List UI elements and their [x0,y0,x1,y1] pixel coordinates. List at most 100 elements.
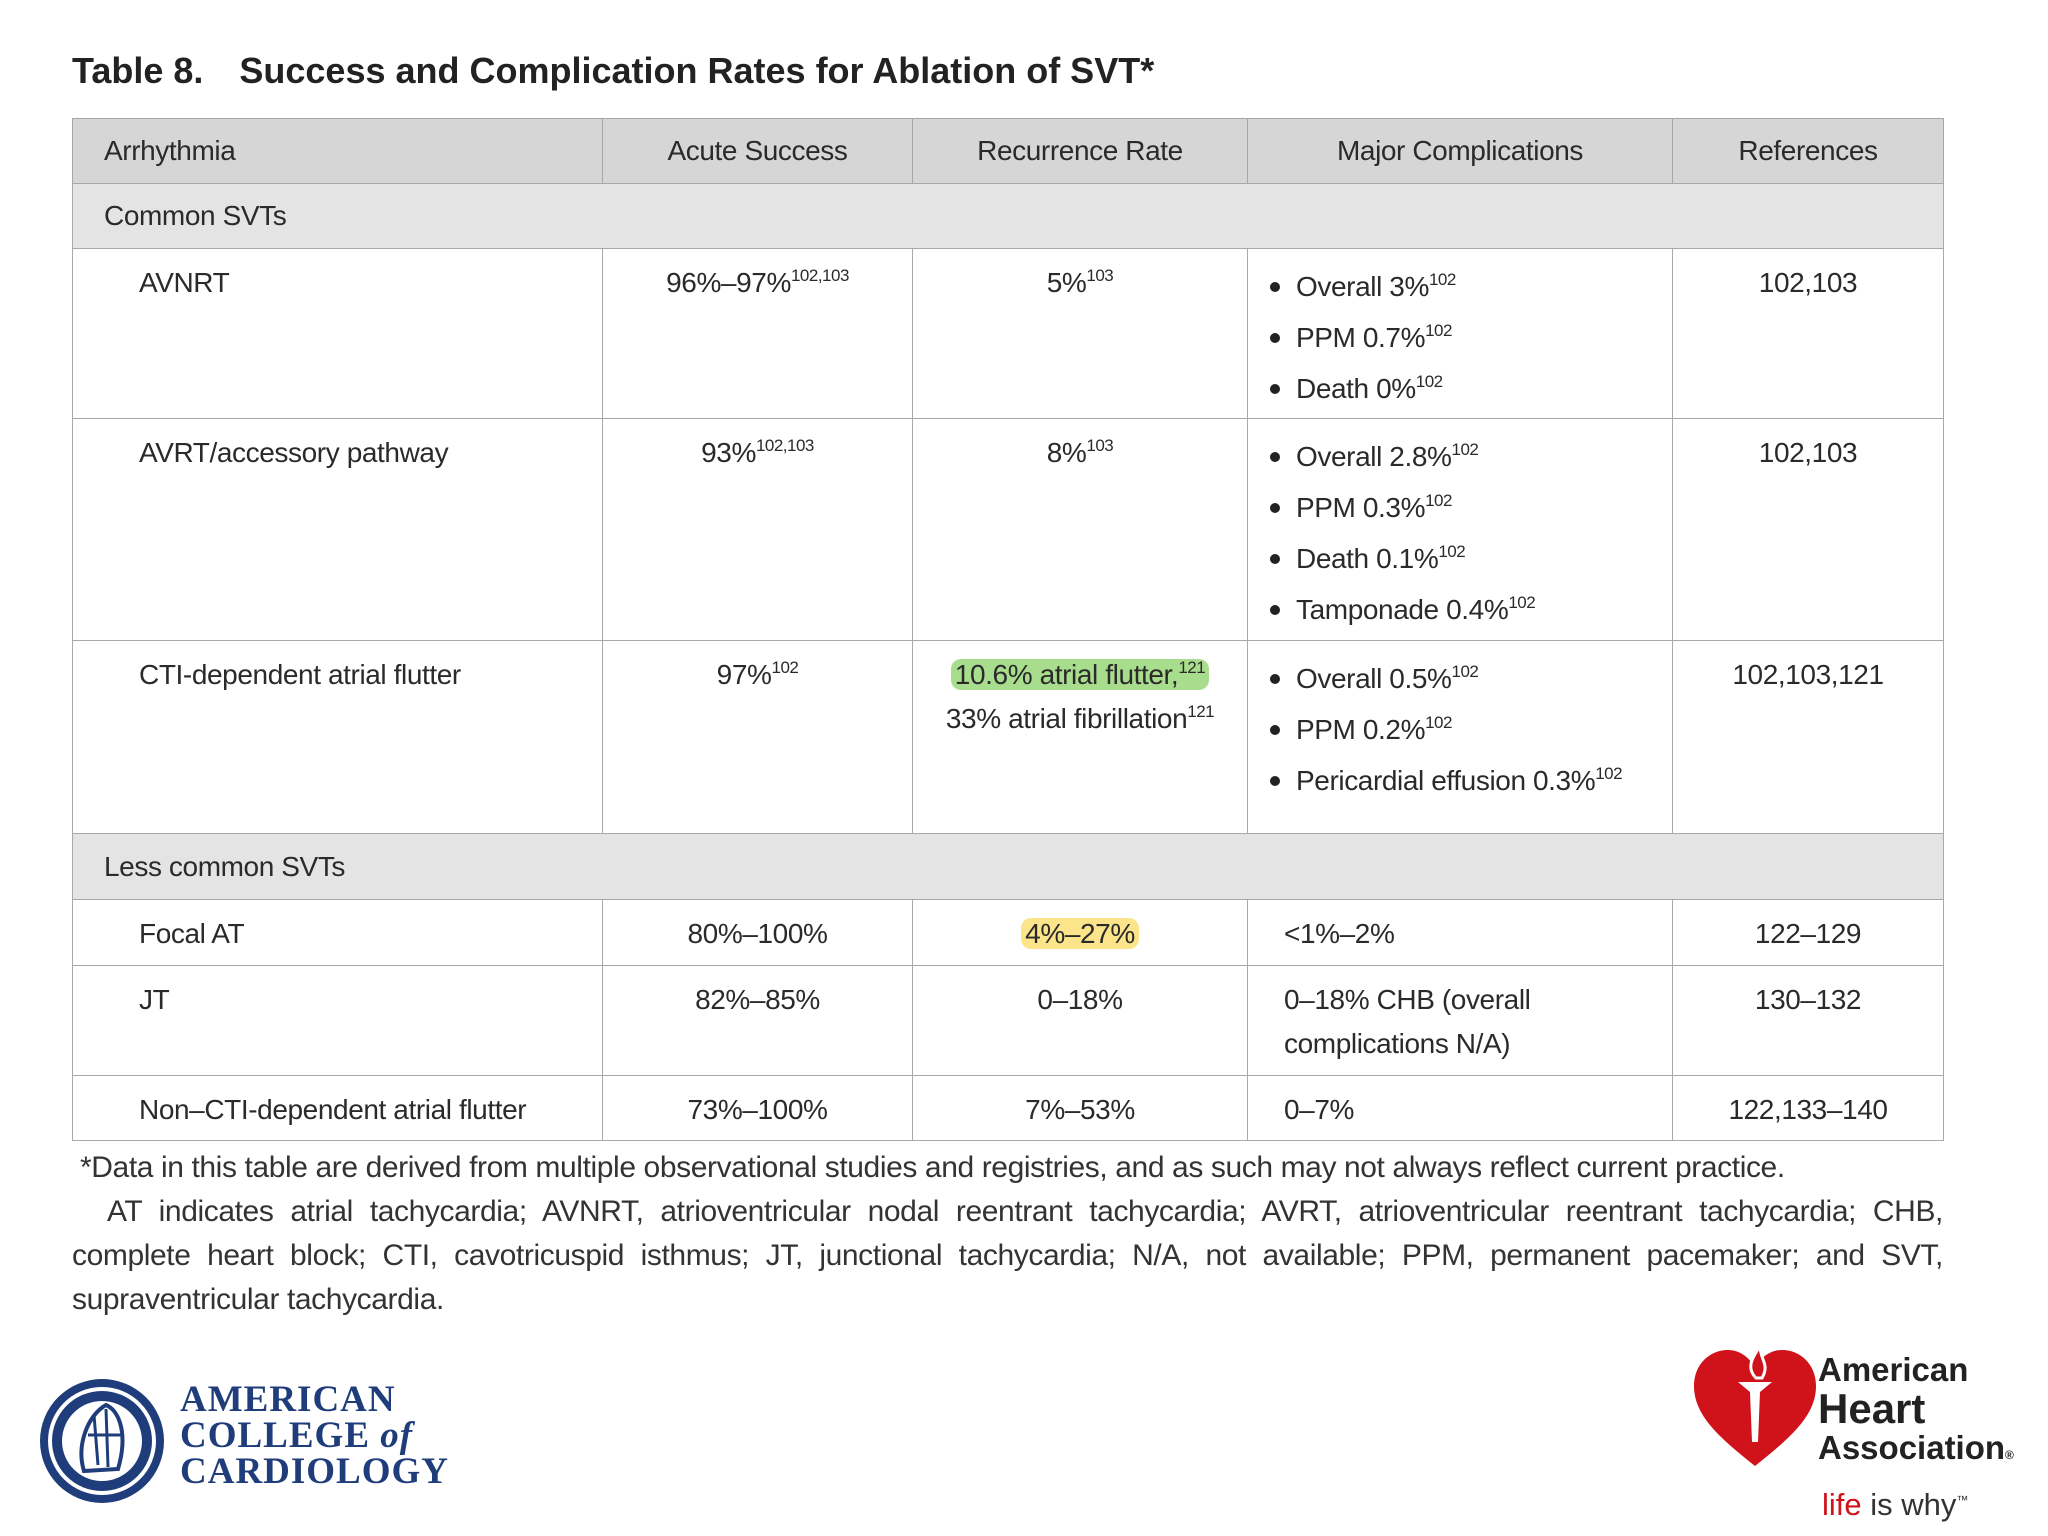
bullet-item: Tamponade 0.4%102 [1270,584,1662,635]
cell-text: 97% [716,659,772,690]
cell-line: 4%–27% [1021,918,1139,949]
acute-success-cell: 96%–97%102,103 [602,248,913,419]
header-cell: Arrhythmia [72,118,603,184]
bullet-list: Overall 3%102 PPM 0.7%102 Death 0%102 [1258,261,1662,414]
cell-text: Tamponade 0.4% [1296,594,1509,625]
bullet-list: Overall 0.5%102 PPM 0.2%102 Pericardial ef… [1258,653,1662,806]
line: 96%–97%102,103 [613,261,902,305]
recurrence-rate-cell: 5%103 [912,248,1248,419]
cell-text: 10.6% atrial flutter, [954,659,1179,690]
cell-line: 96%–97%102,103 [666,267,849,298]
references-cell: 102,103 [1672,418,1944,641]
acc-seal [40,1379,164,1503]
cell-line: 0–18% CHB (overall complications N/A) [1284,984,1531,1059]
superscript-ref: 102 [1451,662,1479,681]
superscript-ref: 103 [1086,266,1114,285]
arrhythmia-cell: JT [72,965,603,1076]
cell-text: PPM 0.2% [1296,714,1426,745]
line: 93%102,103 [613,431,902,475]
superscript-ref: 121 [1187,702,1215,721]
cell-line: PPM 0.2%102 [1296,714,1452,745]
aha-line: American [1818,1351,1969,1388]
header-row: Arrhythmia Acute Success Recurrence Rate Ma… [72,118,1944,184]
arrhythmia-cell: Non–CTI-dependent atrial flutter [72,1075,603,1141]
complications-cell: 0–7% [1247,1075,1673,1141]
superscript-ref: 102 [1425,713,1452,732]
line: 7%–53% [923,1088,1237,1132]
cell-text: Overall 0.5% [1296,663,1452,694]
superscript-ref: 102,103 [755,436,814,455]
bullet-item: Overall 3%102 [1270,261,1662,312]
cell-line: PPM 0.7%102 [1296,322,1452,353]
bullet-list: Overall 2.8%102 PPM 0.3%102 Death 0.1%102 T… [1258,431,1662,635]
cell-line: 93%102,103 [701,437,814,468]
cell-text: Death 0.1% [1296,543,1439,574]
group-row: Less common SVTs [72,833,1944,900]
bullet-item: Pericardial effusion 0.3%102 [1270,755,1662,806]
cell-text: 73%–100% [687,1094,828,1125]
cell-line: <1%–2% [1284,918,1395,949]
cell-text: 0–18% CHB (overall complications N/A) [1284,984,1531,1059]
bullet-item: PPM 0.3%102 [1270,482,1662,533]
acc-line: CARDIOLOGY [180,1451,450,1492]
arrhythmia-cell: CTI-dependent atrial flutter [72,640,603,834]
cell-text: 93% [701,437,756,468]
cell-text: Pericardial effusion 0.3% [1296,765,1596,796]
aha-line: Heart [1818,1385,1926,1432]
bullet-item: Overall 0.5%102 [1270,653,1662,704]
complications-cell: Overall 0.5%102 PPM 0.2%102 Pericardial ef… [1247,640,1673,834]
complications-cell: 0–18% CHB (overall complications N/A) [1247,965,1673,1076]
cell-line: 97%102 [717,659,799,690]
arrhythmia-cell: AVRT/accessory pathway [72,418,603,641]
data-row: Focal AT 80%–100% 4%–27% <1%–2% 122–129 [72,899,1944,966]
superscript-ref: 102 [1425,321,1452,340]
aha-heart [1694,1341,1816,1466]
cell-text: 4%–27% [1025,918,1135,949]
recurrence-rate-cell: 8%103 [912,418,1248,641]
cell-line: Pericardial effusion 0.3%102 [1296,765,1623,796]
references-cell: 122–129 [1672,899,1944,966]
cell-line: Death 0.1%102 [1296,542,1466,574]
acute-success-cell: 80%–100% [602,899,913,966]
cell-line: Overall 2.8%102 [1296,441,1479,472]
title-text: Success and Complication Rates for Ablat… [239,50,1155,91]
cell-line: PPM 0.3%102 [1296,492,1452,523]
line: 73%–100% [613,1088,902,1132]
line: 0–18% CHB (overall complications N/A) [1284,978,1662,1066]
recurrence-rate-cell: 0–18% [912,965,1248,1076]
table-title: Table 8. Success and Complication Rates f… [72,50,1154,92]
line: 80%–100% [613,912,902,956]
complications-cell: <1%–2% [1247,899,1673,966]
trademark-mark: ™ [1956,1493,1968,1507]
superscript-ref: 102 [1415,372,1443,391]
cell-line: 33% atrial fibrillation121 [946,702,1215,734]
superscript-ref: 102,103 [790,266,849,285]
cell-text: 5% [1046,267,1087,298]
cell-line: Death 0%102 [1296,373,1443,404]
data-row: AVRT/accessory pathway 93%102,103 8%103 Ove… [72,418,1944,641]
cell-text: 82%–85% [695,984,820,1015]
group-label: Less common SVTs [72,833,1944,900]
cell-text: Death 0% [1296,373,1416,404]
superscript-ref: 102 [1438,542,1466,561]
line: 0–18% [923,978,1237,1022]
cell-text: <1%–2% [1284,918,1395,949]
bullet-item: Overall 2.8%102 [1270,431,1662,482]
registered-mark: ® [2005,1448,2014,1462]
complications-cell: Overall 2.8%102 PPM 0.3%102 Death 0.1%102 T… [1247,418,1673,641]
acute-success-cell: 97%102 [602,640,913,834]
data-row: Non–CTI-dependent atrial flutter 73%–100%… [72,1075,1944,1141]
bullet-item: PPM 0.7%102 [1270,312,1662,363]
cell-line: 5%103 [1047,267,1114,298]
superscript-ref: 103 [1086,436,1114,455]
cell-line: Overall 3%102 [1296,271,1456,302]
cell-text: 96%–97% [666,267,791,298]
cell-text: 0–7% [1284,1094,1355,1125]
line: <1%–2% [1284,912,1662,956]
cell-line: 80%–100% [687,918,827,949]
references-cell: 122,133–140 [1672,1075,1944,1141]
header-cell: References [1672,118,1944,184]
acc-line: AMERICAN [180,1379,396,1420]
cell-text: PPM 0.7% [1296,322,1426,353]
